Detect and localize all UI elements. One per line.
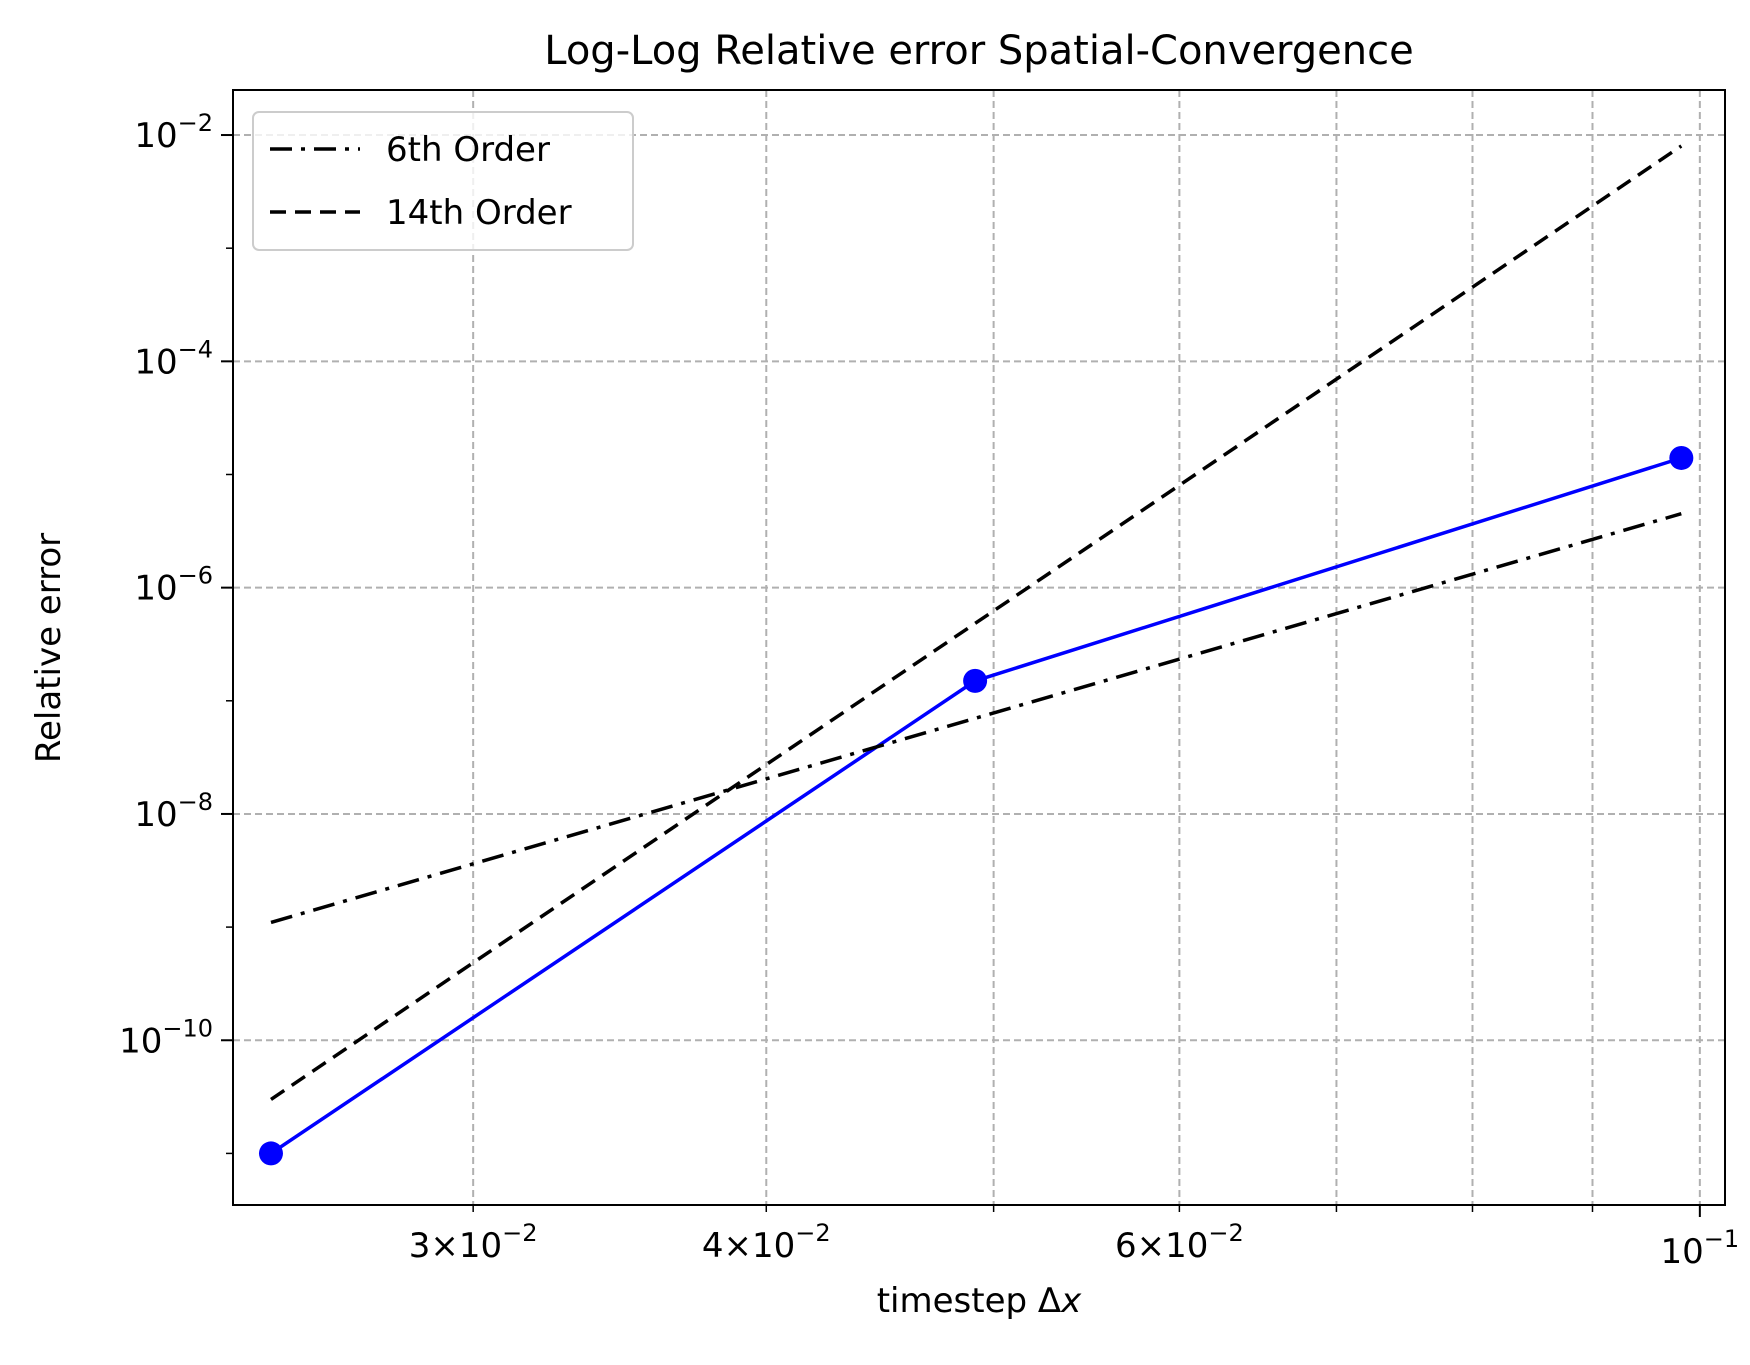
- y-axis-label: Relative error: [29, 533, 69, 763]
- y-tick-label-10: 10−10: [119, 1014, 213, 1061]
- y-tick-label-6: 10−6: [134, 562, 213, 609]
- y-tick-label-8: 10−8: [134, 788, 213, 835]
- x-axis-label: timestep Δx: [877, 1281, 1082, 1321]
- x-tick-label-0-06: 6×10−2: [1115, 1219, 1244, 1266]
- data-point-data-1: [963, 668, 988, 693]
- axis-ticks: 10−1 3×10−2 4×10−2 6×10−2 10−10 10−8 10−6 10−4 1…: [119, 109, 1739, 1272]
- plot-area-frame: [232, 89, 1726, 1206]
- legend-label-6th-order: 6th Order: [386, 130, 550, 170]
- data-point-data-0: [258, 1141, 283, 1166]
- data-point-data-2: [1669, 445, 1694, 470]
- x-tick-label-0-04: 4×10−2: [702, 1219, 831, 1266]
- chart-title: Log-Log Relative error Spatial-Convergen…: [544, 28, 1414, 74]
- legend-label-14th-order: 14th Order: [386, 193, 572, 233]
- legend: 6th Order 14th Order: [252, 111, 634, 251]
- series-layer: [258, 144, 1694, 1166]
- legend-box: [252, 111, 634, 251]
- x-tick-label-0-03: 3×10−2: [409, 1219, 538, 1266]
- y-tick-label-2: 10−2: [134, 109, 213, 156]
- series-line-14th-order: [270, 144, 1683, 1101]
- y-tick-label-4: 10−4: [134, 335, 213, 382]
- x-tick-label-0-1: 10−1: [1661, 1225, 1740, 1272]
